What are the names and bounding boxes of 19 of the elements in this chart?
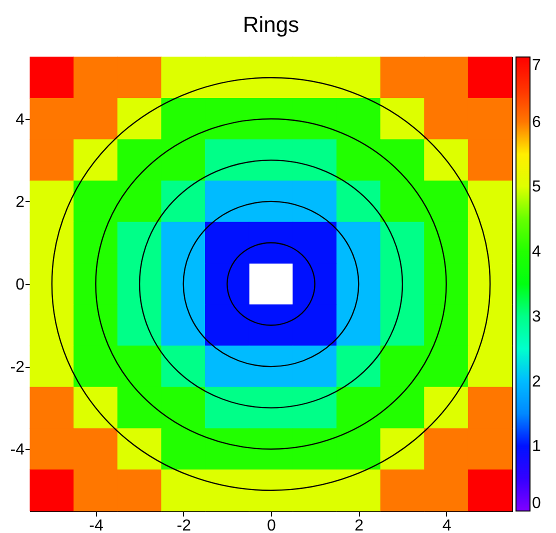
color-bar-label: 1 (532, 438, 541, 456)
color-bar-label: 0 (532, 495, 541, 512)
y-tick-label: -4 (10, 442, 25, 459)
color-bar-label: 6 (532, 114, 541, 131)
x-tick-label: 4 (442, 518, 452, 533)
x-tick-label: 0 (267, 518, 276, 533)
x-tick-label: -2 (176, 518, 192, 533)
color-bar-label: 5 (532, 178, 541, 196)
y-tick-label: 2 (16, 194, 25, 211)
color-bar-label: 4 (532, 244, 541, 261)
x-tick-label: 2 (354, 518, 364, 533)
x-tick-label: -4 (89, 518, 104, 533)
y-tick-label: 4 (16, 111, 25, 128)
y-tick-label: 0 (16, 276, 25, 294)
y-tick-label: -2 (10, 359, 25, 376)
color-bar-label: 3 (532, 308, 541, 326)
color-bar-label: 7 (532, 57, 541, 74)
color-bar-label: 2 (532, 373, 541, 390)
chart-title: Rings (242, 12, 300, 37)
